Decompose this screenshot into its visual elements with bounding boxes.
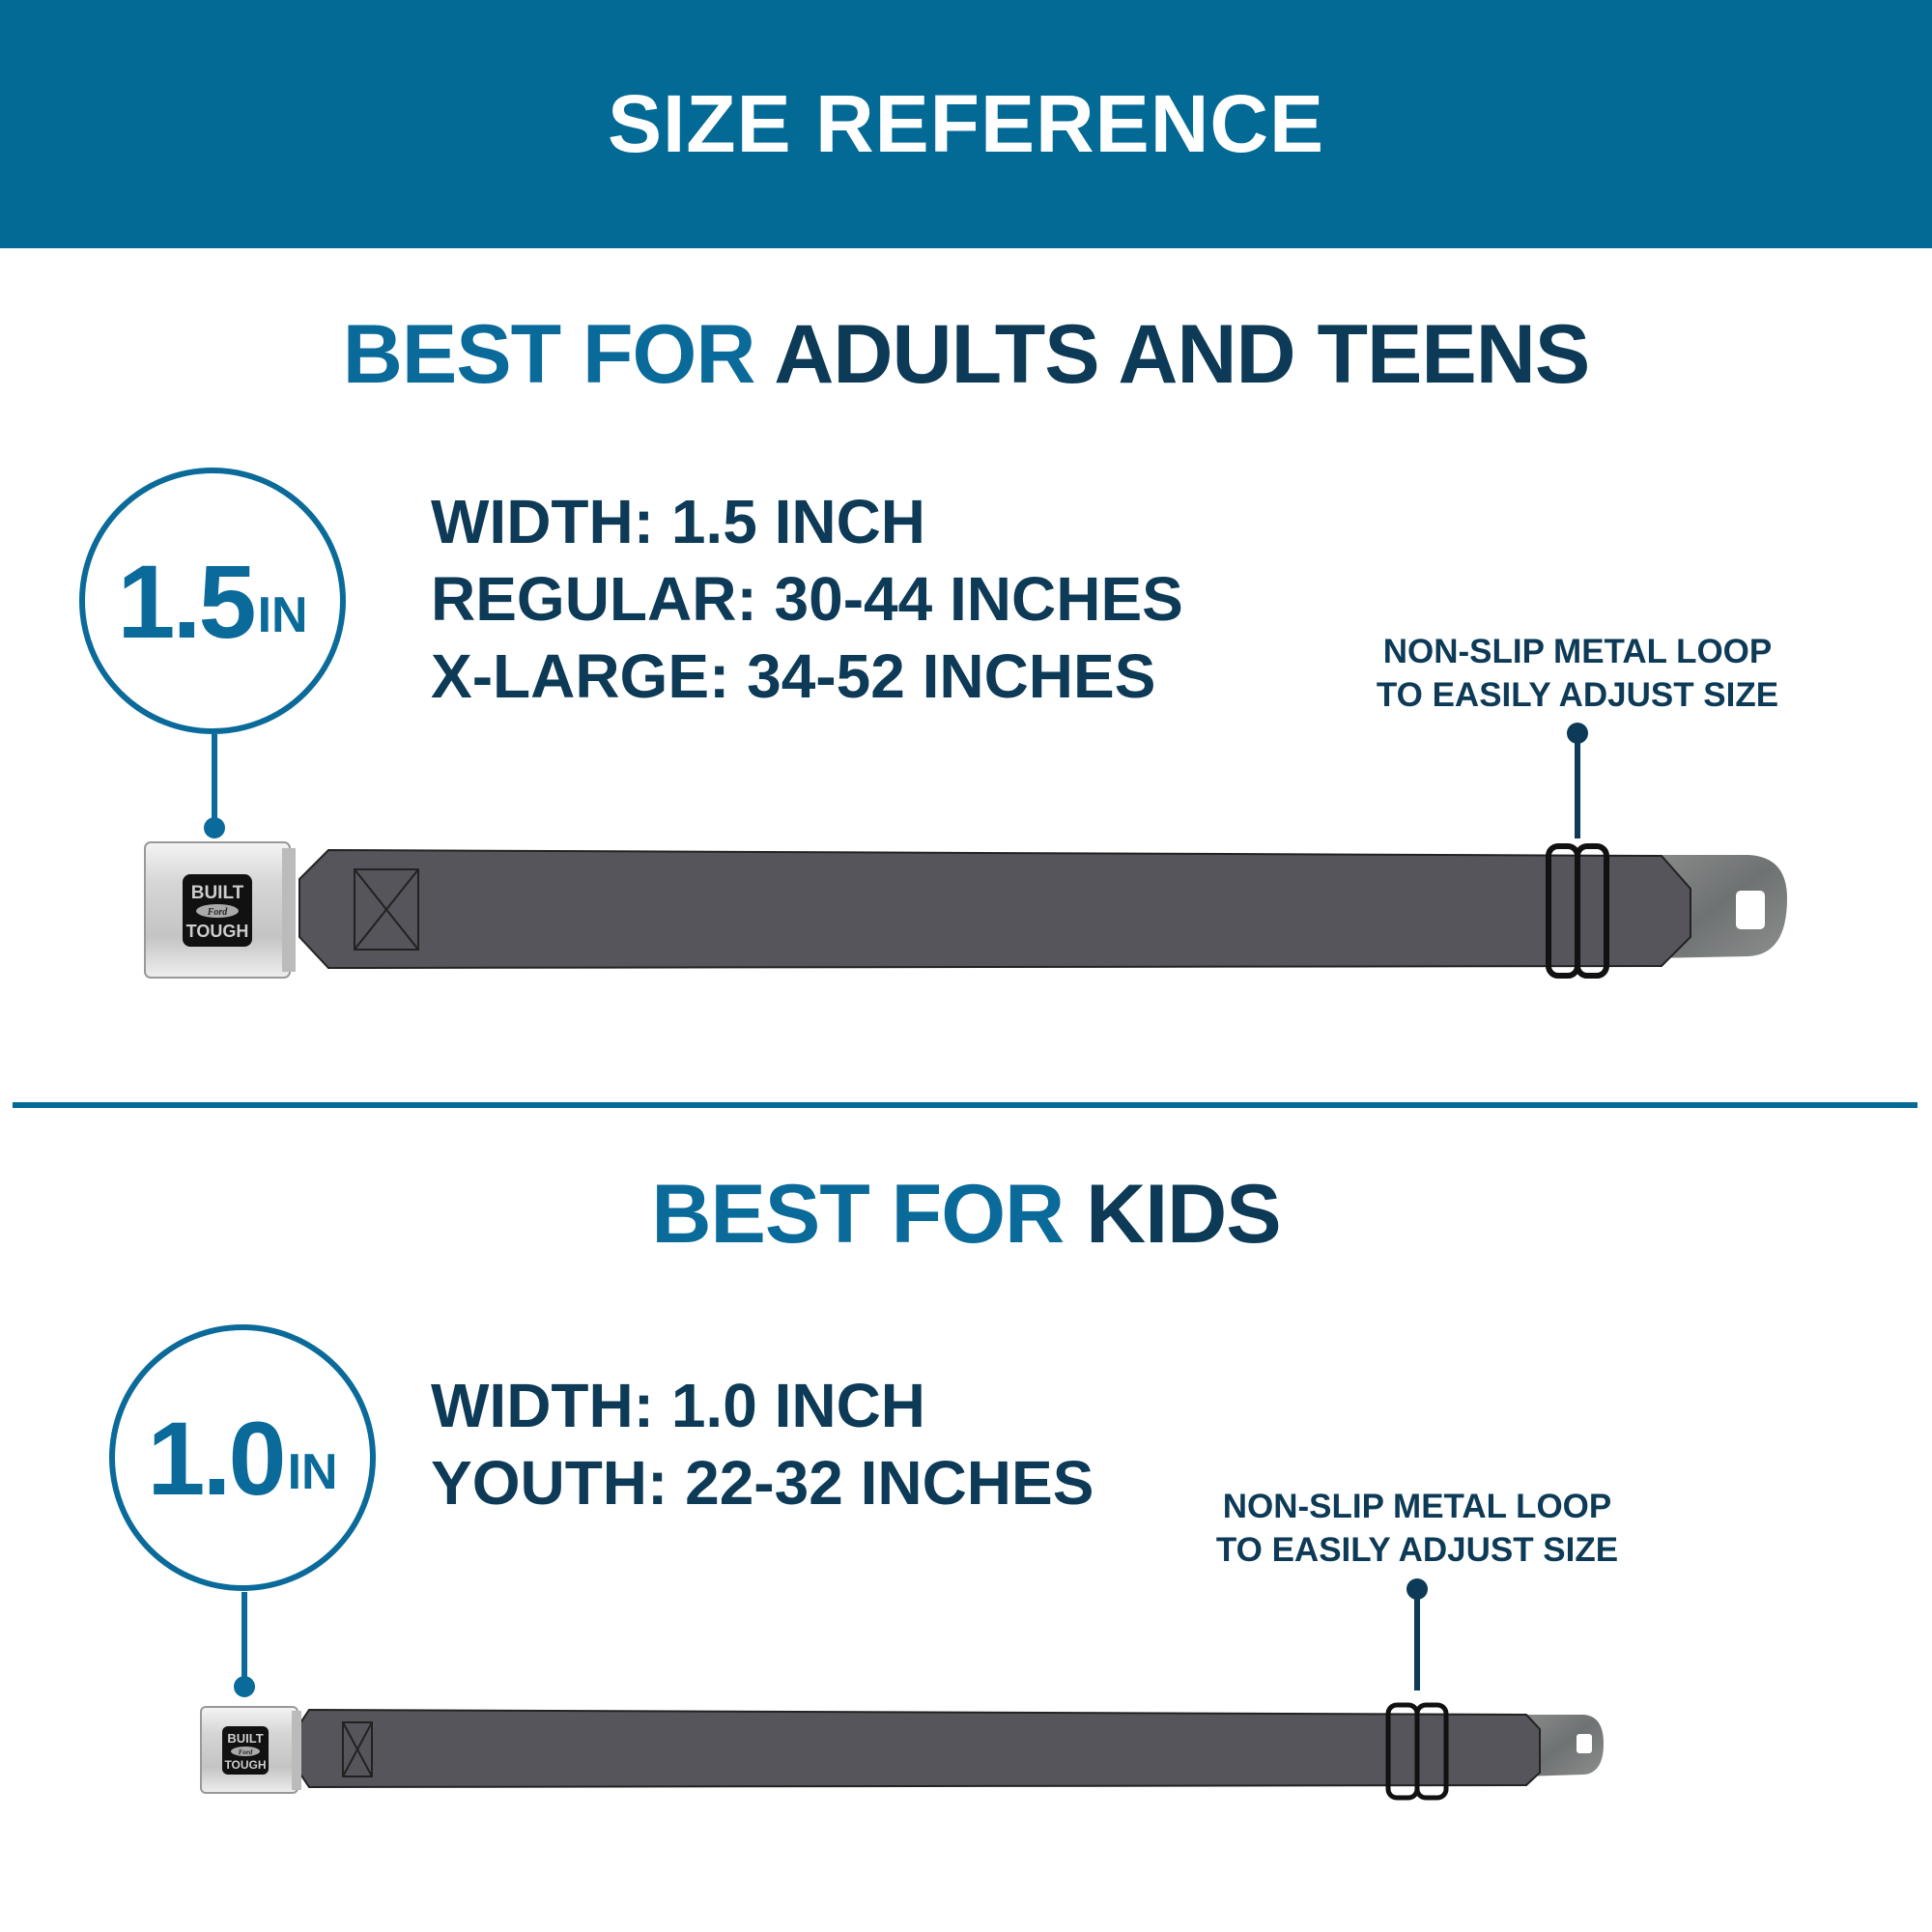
adults-loop-callout: NON-SLIP METAL LOOP TO EASILY ADJUST SIZ… <box>1376 633 1779 714</box>
page-title: SIZE REFERENCE <box>607 78 1325 169</box>
svg-text:BUILT: BUILT <box>227 1731 263 1746</box>
badge-connector-dot <box>204 817 225 838</box>
svg-text:Ford: Ford <box>239 1748 253 1756</box>
width-badge-adults: 1.5 IN <box>79 468 346 734</box>
adult-belt-image: BUILT Ford TOUGH <box>144 841 1787 979</box>
kids-specs: WIDTH: 1.0 INCH YOUTH: 22-32 INCHES <box>431 1371 1094 1518</box>
belt-strap <box>298 848 1691 970</box>
kids-belt-image: BUILT Ford TOUGH <box>200 1702 1604 1801</box>
kids-loop-callout: NON-SLIP METAL LOOP TO EASILY ADJUST SIZ… <box>1215 1488 1619 1569</box>
svg-text:TOUGH: TOUGH <box>186 922 249 941</box>
belt-strap <box>298 1708 1541 1789</box>
belt-tongue <box>1521 1715 1604 1776</box>
adults-heading: BEST FOR ADULTS AND TEENS <box>342 308 1591 401</box>
tongue-slot <box>1577 1734 1592 1753</box>
svg-text:TOUGH: TOUGH <box>224 1758 266 1772</box>
stitch-box <box>342 1721 373 1777</box>
header-banner: SIZE REFERENCE <box>0 0 1932 248</box>
callout-line <box>1414 1588 1420 1690</box>
width-badge-kids: 1.0 IN <box>109 1324 376 1591</box>
svg-text:BUILT: BUILT <box>191 883 244 903</box>
badge-connector-line <box>212 734 217 823</box>
stitch-box <box>354 868 419 951</box>
svg-text:Ford: Ford <box>207 907 229 918</box>
badge-connector-line <box>242 1592 247 1683</box>
badge-connector-dot <box>234 1676 255 1697</box>
section-divider <box>13 1102 1918 1108</box>
tongue-slot <box>1736 891 1765 929</box>
callout-line <box>1575 732 1580 838</box>
adults-specs: WIDTH: 1.5 INCH REGULAR: 30-44 INCHES X-… <box>431 487 1183 711</box>
kids-heading: BEST FOR KIDS <box>651 1168 1281 1261</box>
